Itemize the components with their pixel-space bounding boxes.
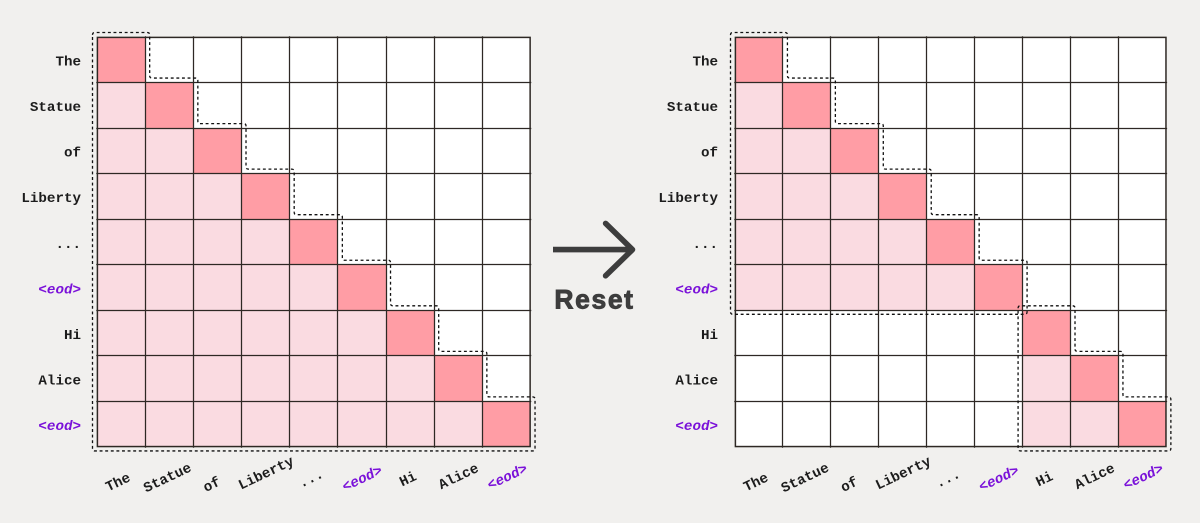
svg-text:Alice: Alice — [38, 373, 81, 389]
svg-text:Reset: Reset — [554, 285, 634, 315]
svg-text:Hi: Hi — [397, 469, 419, 491]
svg-text:Liberty: Liberty — [658, 191, 718, 207]
svg-text:<eod>: <eod> — [675, 419, 718, 435]
svg-text:Hi: Hi — [701, 328, 718, 344]
svg-text:Statue: Statue — [30, 100, 81, 116]
svg-text:<eod>: <eod> — [675, 282, 718, 298]
svg-text:Liberty: Liberty — [21, 191, 81, 207]
svg-text:of: of — [64, 146, 81, 162]
svg-text:The: The — [55, 55, 81, 71]
svg-text:Hi: Hi — [64, 328, 81, 344]
svg-text:Statue: Statue — [667, 100, 718, 116]
svg-text:<eod>: <eod> — [38, 282, 81, 298]
svg-text:Alice: Alice — [675, 373, 718, 389]
svg-text:Hi: Hi — [1034, 469, 1056, 491]
svg-text:<eod>: <eod> — [38, 419, 81, 435]
svg-text:...: ... — [692, 237, 718, 253]
svg-text:The: The — [692, 55, 718, 71]
svg-text:...: ... — [55, 237, 81, 253]
svg-text:of: of — [701, 146, 718, 162]
svg-text:of: of — [201, 475, 223, 497]
svg-text:of: of — [839, 475, 861, 497]
